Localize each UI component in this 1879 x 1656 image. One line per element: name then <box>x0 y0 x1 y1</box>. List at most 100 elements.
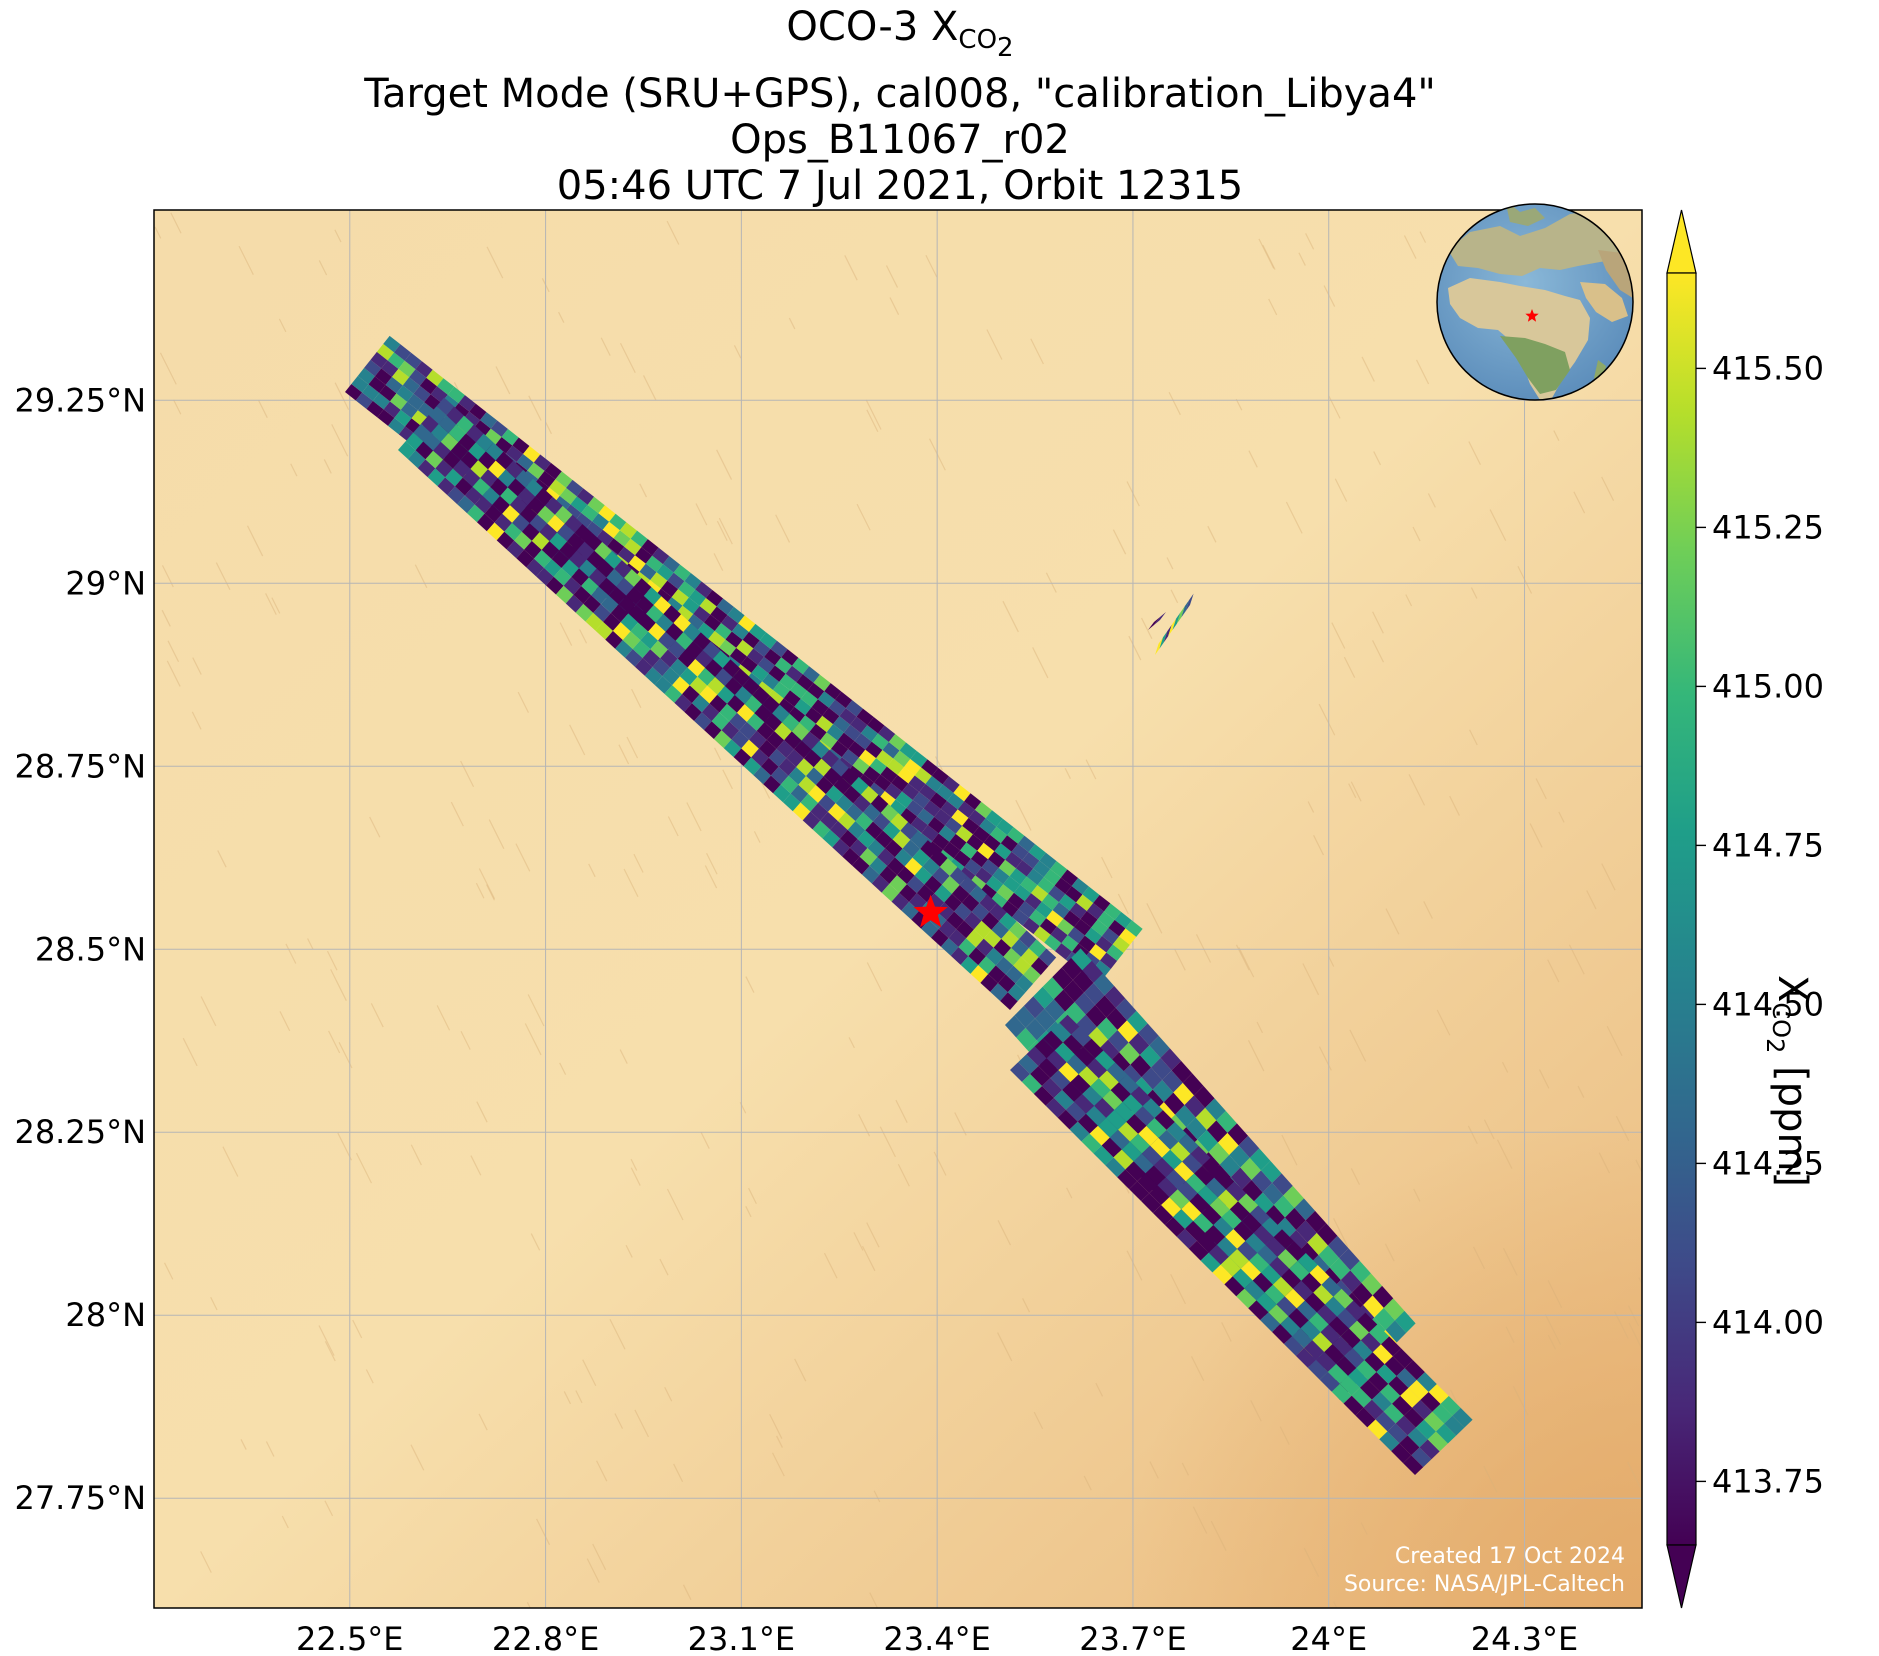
sounding-footprint <box>1356 1360 1377 1380</box>
sounding-footprint <box>776 740 795 758</box>
sounding-footprint <box>738 615 756 632</box>
sounding-footprint <box>1188 1240 1209 1261</box>
map-frame <box>153 209 1643 1609</box>
sounding-footprint <box>1101 927 1120 945</box>
sounding-footprint <box>1374 1307 1395 1330</box>
sounding-footprint <box>934 884 952 903</box>
dune-streak <box>642 375 657 401</box>
sounding-footprint <box>993 938 1012 957</box>
sounding-footprint <box>1277 1249 1298 1269</box>
sounding-footprint <box>1042 1030 1064 1051</box>
sounding-footprint <box>731 623 750 640</box>
sounding-footprint <box>1142 1098 1163 1118</box>
sounding-footprint <box>1293 1280 1314 1301</box>
sounding-footprint <box>1416 1372 1437 1392</box>
sounding-footprint <box>588 568 607 587</box>
sounding-footprint <box>940 938 959 956</box>
dune-streak <box>1535 778 1547 800</box>
dune-streak <box>848 1037 855 1049</box>
sounding-footprint <box>852 757 870 775</box>
dune-streak <box>475 882 485 899</box>
sounding-footprint <box>812 820 831 839</box>
sounding-footprint <box>555 471 573 488</box>
sounding-footprint <box>529 514 548 533</box>
dune-streak <box>530 1233 541 1251</box>
sounding-footprint <box>598 505 616 522</box>
sounding-footprint <box>953 784 971 802</box>
dune-streak <box>600 337 611 356</box>
sounding-footprint <box>438 415 457 434</box>
sounding-footprint <box>1130 1054 1152 1078</box>
sounding-footprint <box>507 478 526 497</box>
colorbar-upper-extension <box>1666 209 1697 274</box>
sounding-footprint <box>1249 1205 1271 1226</box>
sounding-footprint <box>1126 1010 1148 1033</box>
sounding-footprint <box>874 774 892 792</box>
dune-streak <box>460 1030 471 1050</box>
dune-streak <box>885 265 899 288</box>
sounding-footprint <box>1138 1023 1159 1046</box>
sounding-footprint <box>1162 1070 1183 1093</box>
dune-streak <box>173 399 182 415</box>
sounding-footprint <box>762 695 780 714</box>
sounding-footprint <box>774 722 792 741</box>
sounding-footprint <box>602 521 620 539</box>
dune-streak <box>861 1245 876 1272</box>
sounding-footprint <box>871 874 890 893</box>
sounding-footprint <box>452 403 470 420</box>
sounding-footprint <box>574 523 593 542</box>
dune-streak <box>569 724 586 756</box>
sounding-footprint <box>1205 1098 1226 1121</box>
dune-streak <box>200 1551 212 1573</box>
sounding-footprint <box>426 369 444 387</box>
sounding-footprint <box>704 721 722 740</box>
sounding-footprint <box>1261 1217 1283 1238</box>
sounding-footprint <box>813 674 831 692</box>
sounding-footprint <box>901 783 920 800</box>
sounding-footprint <box>988 965 1006 984</box>
sounding-footprint <box>561 559 580 578</box>
sounding-footprint <box>1194 1165 1215 1186</box>
sounding-footprint <box>1098 1070 1119 1091</box>
sounding-footprint <box>786 749 804 767</box>
sounding-footprint <box>1419 1439 1440 1460</box>
dune-streak <box>1502 1247 1518 1276</box>
sounding-footprint <box>419 377 438 395</box>
sounding-footprint <box>563 577 582 595</box>
sounding-footprint <box>961 893 980 912</box>
sounding-footprint <box>1083 1038 1104 1059</box>
sounding-footprint <box>1238 1193 1259 1214</box>
dune-streak <box>1064 767 1071 779</box>
globe-arabia <box>1580 282 1628 322</box>
sounding-footprint <box>743 757 762 776</box>
sounding-footprint <box>549 479 567 496</box>
sounding-footprint <box>1011 909 1030 926</box>
sounding-footprint <box>912 791 930 809</box>
sounding-footprint <box>1003 947 1022 966</box>
sounding-footprint <box>899 884 917 902</box>
sounding-footprint <box>617 546 636 564</box>
sounding-footprint <box>865 821 883 840</box>
sounding-footprint <box>1415 1419 1437 1440</box>
sounding-footprint <box>1072 970 1094 993</box>
sounding-footprint <box>1024 893 1042 910</box>
dune-streak <box>258 400 268 418</box>
colorbar-body <box>1666 272 1697 1546</box>
dune-streak <box>775 514 791 543</box>
sounding-footprint <box>832 838 850 857</box>
sounding-footprint <box>1216 1110 1237 1133</box>
sounding-footprint <box>985 947 1004 966</box>
dune-streak <box>933 1151 947 1176</box>
sounding-footprint <box>712 650 731 669</box>
dune-streak <box>1195 934 1212 963</box>
sounding-footprint <box>1369 1324 1390 1345</box>
sounding-footprint <box>1033 1085 1054 1106</box>
sounding-footprint <box>581 504 599 522</box>
dune-streak <box>170 212 182 234</box>
sounding-footprint <box>1294 1198 1316 1221</box>
sounding-footprint <box>695 650 713 668</box>
sounding-footprint <box>1126 1113 1147 1134</box>
sounding-footprint <box>1061 935 1079 952</box>
lon-tick-label: 23.7°E <box>1079 1620 1186 1656</box>
sounding-footprint <box>1193 1213 1214 1233</box>
